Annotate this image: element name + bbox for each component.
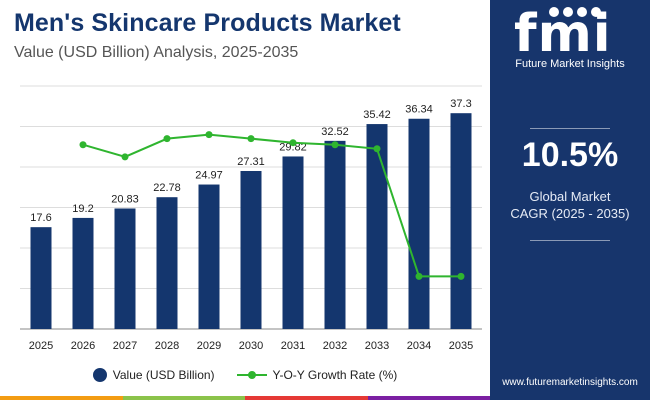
x-tick-2032: 2032 — [323, 340, 347, 352]
growth-point-2034[interactable] — [415, 272, 423, 280]
bar-legend-marker-icon — [92, 368, 107, 382]
divider — [530, 240, 610, 241]
logo-subtitle: Future Market Insights — [515, 58, 625, 70]
bar-value-labels: 17.6 19.2 20.83 22.78 24.97 27.31 29.82 32.52 35… — [30, 98, 471, 224]
bar-2029[interactable] — [198, 184, 220, 329]
bar-label-2032: 32.52 — [321, 126, 349, 138]
stripe-segment — [245, 396, 368, 400]
legend-label-growth: Y-O-Y Growth Rate (%) — [272, 368, 398, 382]
logo-person-icon — [577, 7, 587, 17]
cagr-label-line2: CAGR (2025 - 2035) — [510, 206, 630, 221]
growth-point-2031[interactable] — [289, 139, 297, 147]
cagr-value: 10.5% — [521, 136, 619, 174]
logo-leaf-icon — [563, 7, 573, 17]
chart-title: Men's Skincare Products Market — [14, 9, 401, 37]
bar-2030[interactable] — [240, 170, 262, 329]
x-tick-2025: 2025 — [29, 340, 53, 352]
bar-2026[interactable] — [72, 217, 94, 329]
bar-2028[interactable] — [156, 197, 178, 329]
growth-line — [82, 133, 461, 278]
growth-point-2035[interactable] — [457, 272, 465, 280]
growth-point-2026[interactable] — [79, 141, 87, 149]
bar-2035[interactable] — [450, 113, 472, 329]
line-legend-marker-icon — [236, 371, 267, 379]
bottom-color-stripe — [0, 396, 490, 400]
bar-2027[interactable] — [114, 208, 136, 329]
growth-point-2032[interactable] — [331, 141, 339, 149]
legend-item-value[interactable]: Value (USD Billion) — [92, 368, 215, 382]
bar-label-2025: 17.6 — [30, 212, 51, 224]
bar-2033[interactable] — [366, 124, 388, 329]
x-tick-2028: 2028 — [155, 340, 179, 352]
x-tick-2030: 2030 — [239, 340, 263, 352]
stripe-segment — [0, 396, 123, 400]
x-tick-2033: 2033 — [365, 340, 389, 352]
logo-icons — [549, 7, 601, 17]
bar-label-2031: 29.82 — [279, 141, 307, 153]
bar-label-2029: 24.97 — [195, 170, 223, 182]
x-tick-2034: 2034 — [407, 340, 431, 352]
x-tick-2035: 2035 — [449, 340, 473, 352]
x-tick-2031: 2031 — [281, 340, 305, 352]
bar-2032[interactable] — [324, 140, 346, 329]
legend-item-growth[interactable]: Y-O-Y Growth Rate (%) — [236, 368, 398, 382]
bar-label-2033: 35.42 — [363, 109, 391, 121]
chart: 17.6 19.2 20.83 22.78 24.97 27.31 29.82 32.52 35… — [20, 85, 482, 352]
bar-2031[interactable] — [282, 156, 304, 329]
x-tick-2026: 2026 — [71, 340, 95, 352]
chart-subtitle: Value (USD Billion) Analysis, 2025-2035 — [14, 44, 299, 61]
growth-point-2029[interactable] — [205, 131, 213, 139]
logo-chart-icon — [591, 7, 601, 17]
bar-label-2028: 22.78 — [153, 182, 181, 194]
divider — [530, 128, 610, 129]
growth-line-series — [79, 131, 465, 280]
growth-point-2030[interactable] — [247, 135, 255, 143]
growth-point-2028[interactable] — [163, 135, 171, 143]
growth-point-2033[interactable] — [373, 145, 381, 153]
bar-label-2034: 36.34 — [405, 104, 433, 116]
legend-label-value: Value (USD Billion) — [112, 368, 215, 382]
bar-label-2027: 20.83 — [111, 193, 139, 205]
bar-label-2030: 27.31 — [237, 156, 265, 168]
x-axis-ticks: 2025 2026 2027 2028 2029 2030 2031 2032 2033 2034… — [29, 340, 473, 352]
stripe-segment — [122, 396, 245, 400]
logo-text: fmi — [514, 4, 612, 64]
bar-label-2035: 37.3 — [450, 98, 471, 110]
website-link[interactable]: www.futuremarketinsights.com — [502, 377, 638, 388]
bar-2034[interactable] — [408, 118, 430, 329]
x-tick-2029: 2029 — [197, 340, 221, 352]
fmi-logo[interactable]: fmi Future Market Insights — [490, 0, 650, 80]
bar-series — [30, 113, 472, 329]
side-panel: fmi Future Market Insights 10.5% Global … — [490, 0, 650, 400]
stripe-segment — [367, 396, 490, 400]
bar-label-2026: 19.2 — [72, 203, 93, 215]
cagr-label-line1: Global Market — [529, 189, 611, 204]
logo-globe-icon — [549, 7, 559, 17]
bar-2025[interactable] — [30, 227, 52, 329]
x-tick-2027: 2027 — [113, 340, 137, 352]
growth-point-2027[interactable] — [121, 153, 129, 161]
legend: Value (USD Billion) Y-O-Y Growth Rate (%… — [0, 368, 490, 382]
